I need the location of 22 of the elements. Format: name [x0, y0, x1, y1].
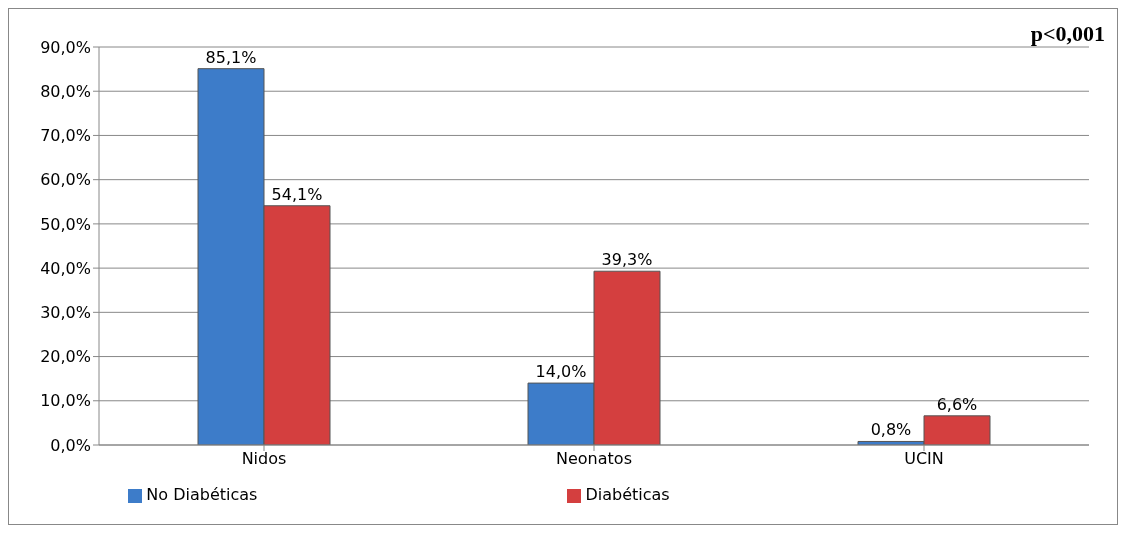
y-tick-label: 30,0% [40, 303, 91, 323]
y-tick-label: 0,0% [50, 435, 91, 455]
data-label: 14,0% [535, 362, 587, 382]
y-tick-label: 10,0% [40, 391, 91, 411]
y-tick-label: 60,0% [40, 170, 91, 190]
x-tick-label: UCIN [904, 449, 944, 469]
x-tick-label: Nidos [241, 449, 287, 469]
text: p<0,001 [1030, 21, 1105, 47]
data-label: 39,3% [601, 250, 653, 270]
data-label: 54,1% [271, 184, 323, 204]
y-tick-label: 80,0% [40, 81, 91, 101]
legend-label: No Diabéticas [146, 485, 258, 504]
data-label: 85,1% [205, 47, 257, 67]
data-label: 6,6% [936, 394, 978, 414]
y-tick-label: 50,0% [40, 214, 91, 234]
y-tick-label: 70,0% [40, 126, 91, 146]
y-tick-label: 20,0% [40, 347, 91, 367]
y-tick-label: 40,0% [40, 258, 91, 278]
legend-label: Diabéticas [585, 485, 670, 504]
data-label: 0,8% [870, 420, 912, 440]
x-tick-label: Neonatos [556, 449, 632, 469]
y-tick-label: 90,0% [40, 37, 91, 57]
